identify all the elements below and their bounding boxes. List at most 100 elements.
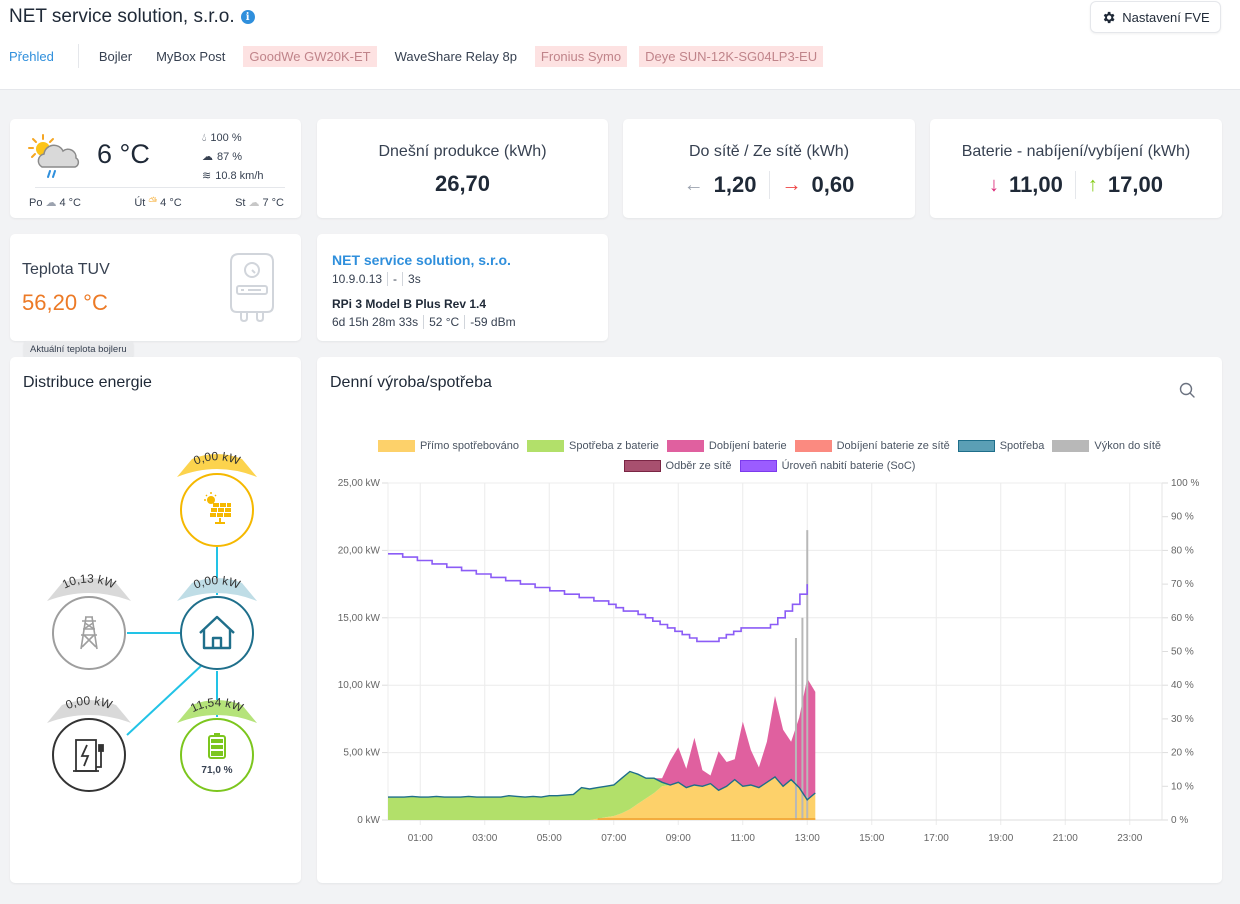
tuv-value: 56,20 °C <box>22 290 108 315</box>
charger-node[interactable]: 0,00 kW <box>47 693 131 792</box>
wind-icon: ≋ <box>202 170 212 182</box>
grid-values: ← 1,20 → 0,60 <box>623 171 915 199</box>
area-battery-charging <box>388 678 816 800</box>
x-tick-label: 09:00 <box>666 833 691 844</box>
y-left-tick-label: 5,00 kW <box>343 748 380 759</box>
line-consumption <box>388 770 816 801</box>
legend-item[interactable]: Úroveň nabití baterie (SoC) <box>739 460 915 472</box>
grid-node[interactable]: 10,13 kW <box>47 571 131 670</box>
legend-label: Spotřeba <box>999 440 1045 452</box>
x-tick-label: 11:00 <box>731 833 756 844</box>
x-tick-label: 15:00 <box>859 833 884 844</box>
power-pylon-icon <box>80 616 98 650</box>
battery-band <box>177 700 257 723</box>
y-right-tick-label: 60 % <box>1171 613 1194 624</box>
legend-swatch <box>957 440 995 452</box>
legend-label: Výkon do sítě <box>1094 440 1162 452</box>
x-tick-label: 03:00 <box>472 833 497 844</box>
legend-item[interactable]: Odběr ze sítě <box>623 460 732 472</box>
x-tick-label: 21:00 <box>1053 833 1078 844</box>
chart-title: Denní výroba/spotřeba <box>330 374 492 391</box>
cloud-icon: ☁︎ <box>248 197 260 209</box>
forecast-day-name: Út <box>134 196 146 209</box>
legend-swatch <box>623 460 661 472</box>
device-stats-line: 6d 15h 28m 33s 52 °C -59 dBm <box>332 315 516 329</box>
legend-item[interactable]: Výkon do sítě <box>1052 440 1161 452</box>
divider <box>387 272 389 286</box>
value-divider <box>768 171 770 199</box>
y-right-tick-label: 80 % <box>1171 545 1194 556</box>
y-right-tick-label: 20 % <box>1171 748 1194 759</box>
battery-icon <box>208 733 226 759</box>
legend-item[interactable]: Spotřeba <box>957 440 1045 452</box>
forecast-day-name: St <box>235 196 246 209</box>
tuv-card[interactable]: Teplota TUV 56,20 °C <box>10 234 301 341</box>
battery-card: Baterie - nabíjení/vybíjení (kWh) ↓ 11,0… <box>930 119 1222 218</box>
legend-swatch <box>666 440 704 452</box>
y-left-tick-label: 10,00 kW <box>338 680 381 691</box>
legend-label: Dobíjení baterie ze sítě <box>836 440 950 452</box>
y-left-tick-label: 20,00 kW <box>338 545 381 556</box>
tab-fronius-symo[interactable]: Fronius Symo <box>534 45 628 67</box>
weather-divider <box>35 187 285 188</box>
flow-line-home-charger <box>126 664 203 736</box>
battery-title: Baterie - nabíjení/vybíjení (kWh) <box>961 143 1191 160</box>
grid-power-label: 10,13 kW <box>60 571 118 591</box>
tab-bojler[interactable]: Bojler <box>98 48 133 64</box>
grid-title: Do sítě / Ze sítě (kWh) <box>688 143 850 160</box>
tab-prehled[interactable]: Přehled <box>9 48 54 64</box>
tab-goodwe[interactable]: GoodWe GW20K-ET <box>243 45 377 67</box>
area-direct-consumption <box>388 776 816 820</box>
y-right-tick-label: 40 % <box>1171 680 1194 691</box>
charger-band <box>47 700 131 723</box>
legend-item[interactable]: Přímo spotřebováno <box>377 440 519 452</box>
grid-export-value: 1,20 <box>713 172 757 197</box>
device-card: NET service solution, s.r.o. 10.9.0.13 -… <box>317 234 608 341</box>
battery-values: ↓ 11,00 ↑ 17,00 <box>930 171 1222 199</box>
x-tick-label: 01:00 <box>408 833 433 844</box>
value-divider <box>1074 171 1076 199</box>
legend-swatch <box>527 440 565 452</box>
home-node[interactable]: 0,00 kW <box>177 573 257 670</box>
device-interval: 3s <box>408 272 421 286</box>
solar-panel-icon <box>204 492 231 524</box>
area-battery-consumption <box>388 771 816 820</box>
daily-production-chart[interactable]: 0 kW 5,00 kW 10,00 kW 15,00 kW 20,00 kW 25,00… <box>317 357 1222 883</box>
x-tick-label: 05:00 <box>537 833 562 844</box>
legend-swatch <box>739 460 777 472</box>
weather-card: 6 °C 💧︎ 100 % ☁︎ 87 % ≋ 10.8 km/h Po ☁︎ 4 °C … <box>10 119 301 218</box>
battery-discharge-value: 17,00 <box>1107 172 1163 197</box>
humidity-value: 100 % <box>210 132 242 144</box>
device-name-link[interactable]: NET service solution, s.r.o. <box>332 252 511 268</box>
y-right-tick-label: 90 % <box>1171 512 1194 523</box>
device-signal: -59 dBm <box>470 315 516 329</box>
legend-item[interactable]: Spotřeba z baterie <box>527 440 659 452</box>
sun-cloud-rain-icon: ⛅︎ <box>148 196 158 208</box>
device-status: - <box>393 272 398 286</box>
info-circle-icon[interactable]: i <box>240 10 255 24</box>
forecast-temp: 7 °C <box>262 196 284 209</box>
device-tabs: Přehled Bojler MyBox Post GoodWe GW20K-E… <box>0 44 835 68</box>
distribution-card: Distribuce energie 0,00 kW <box>10 357 301 883</box>
solar-node[interactable]: 0,00 kW <box>177 449 257 547</box>
tab-waveshare-relay[interactable]: WaveShare Relay 8p <box>394 48 517 64</box>
divider <box>402 272 404 286</box>
legend-label: Odběr ze sítě <box>665 460 732 472</box>
legend-item[interactable]: Dobíjení baterie ze sítě <box>794 440 950 452</box>
legend-swatch <box>794 440 832 452</box>
y-right-tick-label: 30 % <box>1171 714 1194 725</box>
device-uptime: 6d 15h 28m 33s <box>332 315 419 329</box>
device-model: RPi 3 Model B Plus Rev 1.4 <box>332 297 487 311</box>
battery-node[interactable]: 11,54 kW 71,0 % <box>177 695 257 792</box>
tab-deye[interactable]: Deye SUN-12K-SG04LP3-EU <box>639 45 824 67</box>
y-right-tick-label: 0 % <box>1171 815 1188 826</box>
energy-flow-diagram: 0,00 kW 10,13 kW <box>47 449 257 792</box>
settings-fve-button[interactable]: Nastavení FVE <box>1090 1 1221 33</box>
chart-legend-row2: Odběr ze sítě Úroveň nabití baterie (SoC) <box>317 460 1222 472</box>
legend-item[interactable]: Dobíjení baterie <box>666 440 787 452</box>
tab-mybox-post[interactable]: MyBox Post <box>156 48 226 64</box>
search-icon[interactable] <box>1178 381 1198 401</box>
solar-band <box>177 454 257 477</box>
y-left-tick-label: 15,00 kW <box>338 613 381 624</box>
legend-swatch <box>1052 440 1090 452</box>
